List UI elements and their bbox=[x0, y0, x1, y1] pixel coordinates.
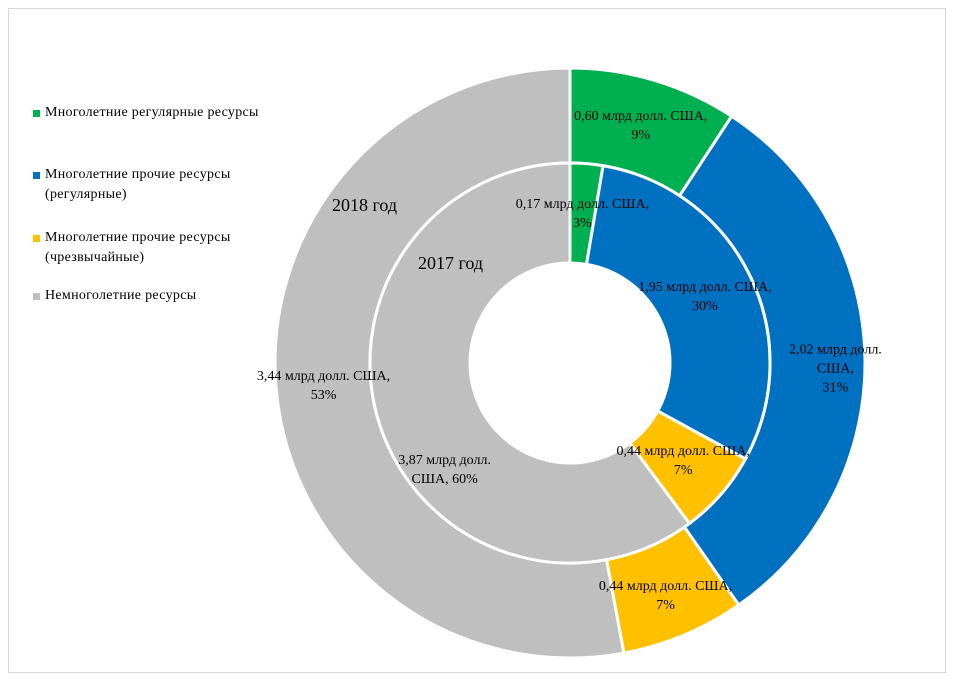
legend-swatch bbox=[33, 110, 40, 117]
ring-label: 2018 год bbox=[332, 195, 398, 215]
legend-entry: Немноголетние ресурсы bbox=[45, 288, 197, 303]
data-label: 3,87 млрд долл. США, 60% bbox=[398, 453, 491, 488]
legend-swatch bbox=[33, 235, 40, 242]
ring-label: 2017 год bbox=[418, 253, 484, 273]
data-label: 1,95 млрд долл. США, 30% bbox=[638, 280, 772, 315]
legend-swatch bbox=[33, 293, 40, 300]
donut-segment bbox=[368, 161, 692, 565]
legend-entry: Многолетние прочие ресурсы (регулярные) bbox=[45, 167, 231, 202]
legend-entry: Многолетние прочие ресурсы (чрезвычайные… bbox=[45, 230, 231, 265]
data-label: 0,17 млрд долл. США, 3% bbox=[515, 196, 650, 231]
donut-segment bbox=[584, 164, 772, 462]
data-label: 3,44 млрд долл. США, 53% bbox=[256, 368, 391, 403]
data-label: 0,60 млрд долл. США, 9% bbox=[574, 108, 708, 143]
legend-swatch bbox=[33, 172, 40, 179]
frame bbox=[8, 8, 946, 673]
data-label: 0,44 млрд долл. США, 7% bbox=[616, 444, 750, 479]
data-label: 0,44 млрд долл. США, 7% bbox=[598, 579, 733, 614]
data-label: 2,02 млрд долл. США, 31% bbox=[789, 342, 882, 396]
legend-entry: Многолетние регулярные ресурсы bbox=[45, 105, 259, 120]
